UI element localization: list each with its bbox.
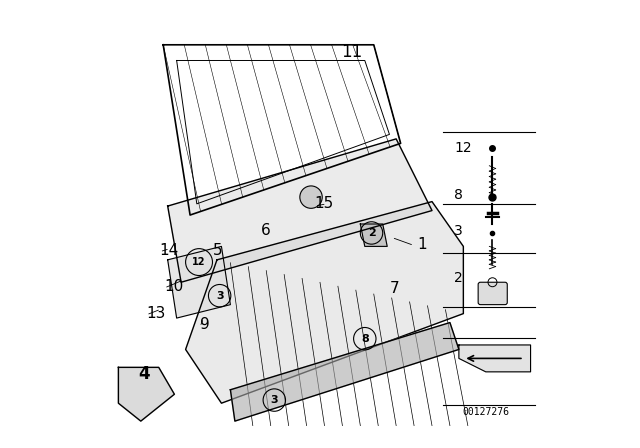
Text: 7: 7 [389,281,399,297]
Text: 8: 8 [454,188,463,202]
Text: 00127276: 00127276 [462,407,509,417]
Polygon shape [168,246,230,318]
Text: 3: 3 [454,224,463,238]
Text: 11: 11 [342,43,363,60]
Polygon shape [230,323,459,421]
Text: 15: 15 [315,196,334,211]
Polygon shape [459,345,531,372]
Polygon shape [118,367,174,421]
Text: 5: 5 [212,243,222,258]
Text: 4: 4 [139,365,150,383]
Text: 10: 10 [164,279,183,294]
Text: 6: 6 [261,223,271,238]
FancyBboxPatch shape [478,282,508,305]
Polygon shape [360,224,387,246]
Text: 3: 3 [216,291,223,301]
Polygon shape [186,202,463,403]
Text: 1: 1 [418,237,428,252]
Text: 14: 14 [159,243,179,258]
Polygon shape [168,139,432,282]
Text: 9: 9 [200,317,210,332]
Text: 12: 12 [192,257,206,267]
Text: 2: 2 [367,228,376,238]
Text: 2: 2 [454,271,463,285]
Text: 13: 13 [146,306,166,321]
Text: 3: 3 [271,395,278,405]
Circle shape [300,186,323,208]
Text: 8: 8 [361,334,369,344]
Text: 12: 12 [454,141,472,155]
